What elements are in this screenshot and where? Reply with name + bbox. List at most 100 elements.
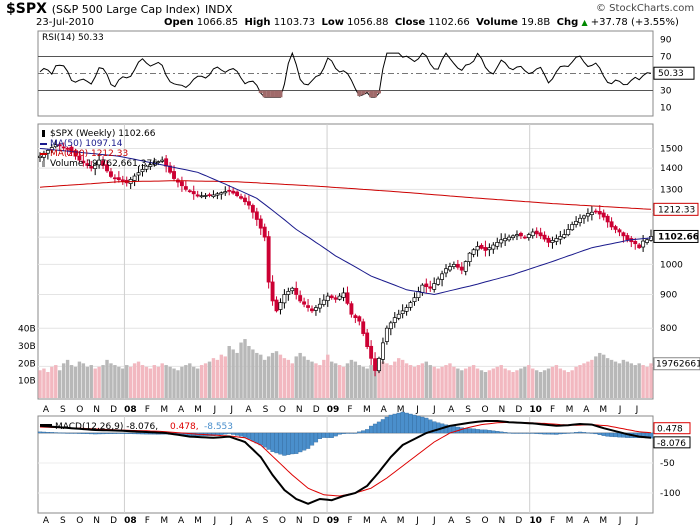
candle-body	[270, 281, 275, 302]
volume-bar	[499, 365, 503, 398]
macd-histogram-bar	[45, 432, 51, 434]
macd-histogram-bar	[274, 432, 279, 454]
month-label-top: J	[635, 405, 639, 415]
macd-tick-label: -50	[660, 459, 675, 469]
volume-bar	[586, 361, 590, 398]
volume-bar	[483, 372, 488, 398]
month-label-top: S	[465, 405, 471, 415]
price-legend-entry: MA(200) 1212.33	[50, 149, 128, 159]
macd-histogram-bar	[345, 432, 350, 434]
ma200-line	[39, 180, 652, 210]
volume-bar	[495, 366, 499, 398]
month-label-bottom: 09	[327, 516, 340, 526]
month-label-top: 09	[327, 405, 340, 415]
candle-body	[211, 194, 216, 197]
rsi-tick-label: 90	[660, 36, 672, 46]
month-label-top: M	[599, 405, 607, 415]
grid	[38, 56, 653, 513]
candle-body	[444, 268, 448, 274]
candle-body	[199, 195, 204, 198]
macd-hist-legend: -8.553	[204, 422, 233, 432]
price-legend-entry: Volume 19,762,661,376	[50, 159, 158, 169]
candle-body	[373, 358, 378, 371]
volume-bar	[605, 358, 610, 398]
high-value: 1103.73	[273, 17, 316, 28]
volume-bar	[290, 363, 294, 398]
month-label-bottom: D	[515, 516, 522, 526]
candle-body	[483, 247, 488, 251]
volume-bar	[448, 363, 452, 398]
stockcharts-credit[interactable]: © StockCharts.com	[596, 3, 695, 14]
volume-bar	[148, 368, 153, 398]
month-label-bottom: M	[194, 516, 202, 526]
volume-bar	[389, 365, 393, 398]
macd-histogram-bar	[337, 432, 342, 435]
up-arrow-icon: ▲	[581, 18, 588, 27]
month-label-top: J	[213, 405, 217, 415]
macd-histogram-bar	[250, 432, 255, 442]
volume-bar	[298, 352, 302, 398]
volume-bar	[188, 363, 192, 398]
volume-bar	[357, 365, 361, 398]
candle-body	[223, 191, 228, 194]
volume-bar	[215, 359, 220, 398]
volume-bar	[330, 361, 334, 398]
volume-bar	[61, 363, 66, 398]
volume-bar	[266, 356, 271, 398]
macd-histogram-bar	[376, 421, 382, 434]
candle-body	[235, 191, 240, 197]
candle-body	[266, 236, 271, 283]
volume-bar	[637, 363, 641, 398]
volume-bar	[255, 352, 259, 398]
rsi-oversold-fill	[258, 90, 263, 94]
macd-histogram-bar	[585, 432, 591, 434]
volume-bar	[460, 370, 464, 398]
macd-histogram-bar	[97, 432, 102, 435]
candle-body	[384, 327, 389, 342]
candle-body	[534, 230, 539, 235]
volume-bar	[507, 370, 511, 398]
candle-body	[526, 234, 531, 238]
macd-signal-tag-label: 0.478	[657, 425, 683, 435]
candle-body	[215, 193, 220, 196]
macd-histogram-bar	[357, 431, 362, 434]
volume-bar	[479, 370, 484, 398]
macd-histogram-bar	[538, 432, 543, 435]
rsi-tick-label: 70	[660, 53, 672, 63]
price-tick-label: 1300	[660, 185, 683, 195]
month-label-top: D	[313, 405, 320, 415]
volume-bar	[113, 365, 117, 398]
rsi-oversold-fill	[274, 90, 279, 98]
volume-bar	[262, 359, 267, 398]
month-label-top: N	[499, 405, 506, 415]
rsi-value-tag	[653, 66, 695, 80]
month-label-top: M	[397, 405, 405, 415]
month-label-top: O	[481, 405, 488, 415]
candle-body	[645, 239, 650, 243]
candle-body	[136, 172, 141, 176]
month-label-bottom: J	[618, 516, 622, 526]
month-label-top: A	[43, 405, 50, 415]
macd-histogram-bar	[144, 432, 149, 435]
exchange: INDX	[205, 3, 233, 16]
price-legend-entry: $SPX (Weekly) 1102.66	[50, 129, 156, 139]
macd-histogram-bar	[475, 429, 480, 434]
volume-bar	[144, 366, 149, 398]
legend-volume-marker	[42, 161, 45, 167]
ma50-line	[39, 148, 652, 296]
macd-histogram-bar	[566, 432, 571, 434]
volume-bar	[519, 368, 523, 398]
volume-bar	[128, 366, 133, 398]
volume-bar	[105, 359, 109, 398]
macd-histogram-bar	[534, 432, 539, 434]
month-label-top: F	[145, 405, 150, 415]
candle-body	[337, 295, 342, 300]
candle-body	[574, 220, 579, 225]
macd-histogram-bar	[479, 429, 484, 434]
volume-bar	[58, 370, 62, 398]
volume-bar	[318, 365, 322, 398]
chart-title: $SPX (S&P 500 Large Cap Index) INDX	[6, 1, 233, 17]
candle-body	[89, 166, 94, 169]
volume-bar	[625, 361, 630, 398]
macd-histogram-bar	[120, 432, 125, 434]
